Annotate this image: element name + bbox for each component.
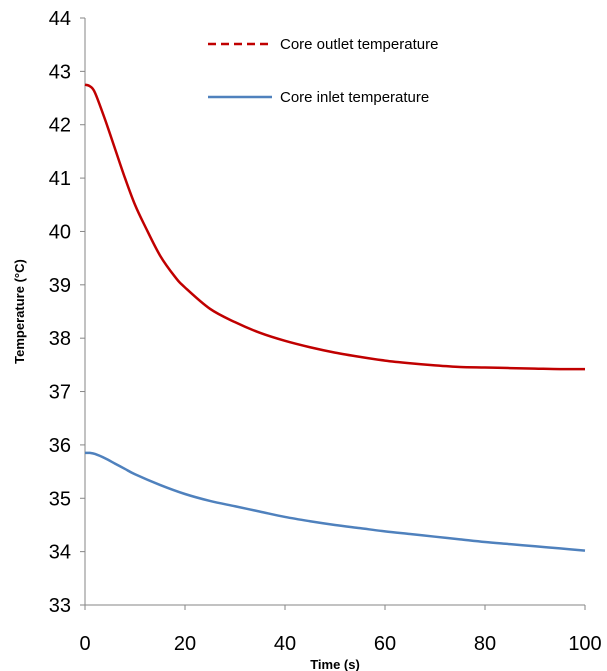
y-tick-label: 42 [49,115,71,137]
x-tick-label: 0 [79,633,90,655]
core-inlet-temperature-line [84,451,586,552]
core-outlet-temperature-line [84,83,586,371]
y-tick-label: 38 [49,328,71,350]
axes [80,17,586,610]
x-tick-label: 80 [474,633,496,655]
y-tick-label: 43 [49,61,71,83]
y-axis-label: Temperature (°C) [12,259,27,364]
tick-labels: 33 34 35 36 37 38 39 40 41 42 43 44 0 20 40 60 80 100 [49,8,602,655]
legend-entry-core-inlet: Core inlet temperature [280,89,429,106]
x-axis-label: Time (s) [310,657,360,671]
x-tick-label: 40 [274,633,296,655]
y-tick-label: 33 [49,595,71,617]
y-tick-label: 35 [49,488,71,510]
y-tick-label: 40 [49,221,71,243]
y-tick-label: 37 [49,382,71,404]
x-tick-label: 60 [374,633,396,655]
y-tick-label: 41 [49,168,71,190]
y-tick-label: 44 [49,8,71,30]
legend: Core outlet temperature Core inlet temper… [208,36,438,106]
y-tick-label: 36 [49,435,71,457]
legend-entry-core-outlet: Core outlet temperature [280,36,438,53]
y-tick-label: 34 [49,542,71,564]
series-lines [84,83,586,552]
x-tick-label: 20 [174,633,196,655]
x-tick-label: 100 [568,633,601,655]
y-tick-label: 39 [49,275,71,297]
